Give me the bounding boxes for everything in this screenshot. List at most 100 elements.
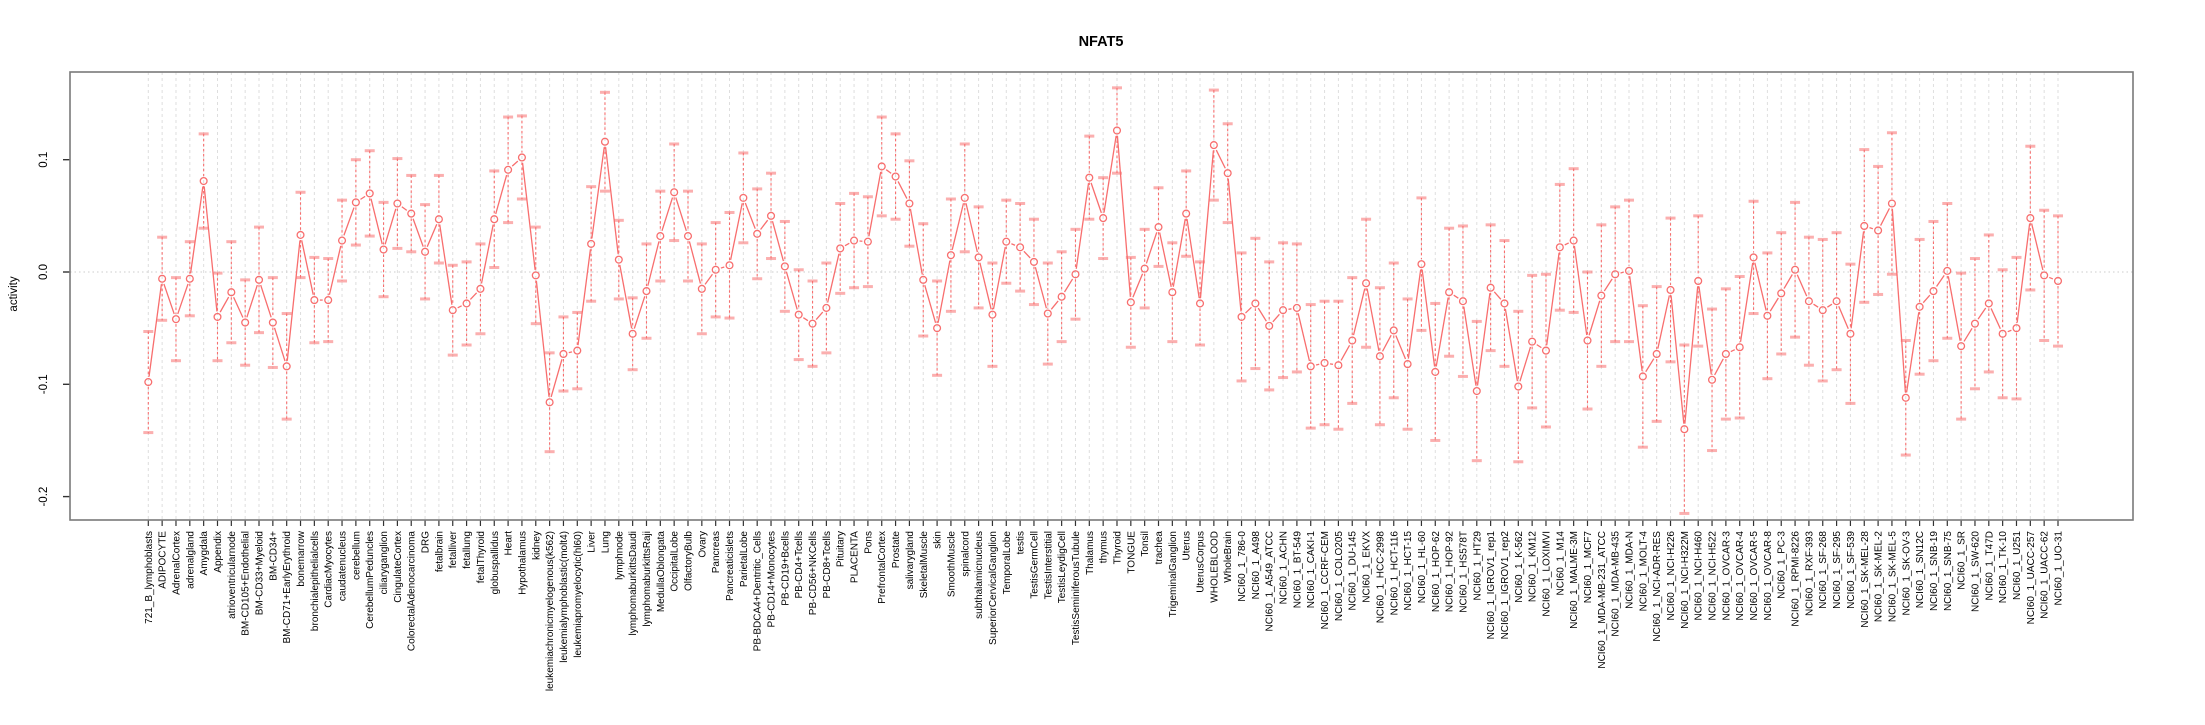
x-category-label: NCI60_1_RXF-393 [1804, 531, 1815, 616]
x-category-label: PB-CD56+NKCells [808, 531, 819, 615]
y-tick-label: 0.0 [38, 264, 50, 280]
x-category-label: NCI60_1_T47D [1984, 531, 1995, 600]
x-category-label: NCI60_1_HCT-116 [1389, 531, 1400, 616]
x-category-label: Heart [504, 531, 515, 556]
x-category-label: PB-CD4+Tcells [794, 531, 805, 599]
series-line-segment [1245, 307, 1251, 313]
series-line-segment [1216, 150, 1225, 168]
x-category-label: Pons [863, 531, 874, 554]
series-line-segment [1630, 276, 1642, 371]
series-line-segment [234, 297, 243, 317]
x-category-label: TrigeminalGanglion [1168, 531, 1179, 617]
series-line-segment [1024, 251, 1030, 258]
series-line-segment [1715, 359, 1724, 375]
series-line-segment [1547, 253, 1559, 345]
x-category-label: NCI60_1_SW-620 [1970, 531, 1981, 612]
x-category-label: OccipitalLobe [670, 531, 681, 592]
x-category-label: ParietalLobe [739, 531, 750, 588]
series-line-segment [1907, 312, 1919, 392]
series-line-segment [1133, 274, 1143, 298]
series-line-segment [191, 186, 203, 273]
x-category-label: globuspallidus [490, 531, 501, 594]
x-category-label: Thalamus [1085, 531, 1096, 575]
x-category-label: NCI60_1_CAKI-1 [1306, 531, 1317, 609]
x-category-label: BM-CD71+EarlyErythroid [282, 531, 293, 644]
series-line-segment [1827, 304, 1832, 307]
series-line-segment [287, 240, 300, 360]
x-category-label: NCI60_1_UO-31 [2054, 531, 2065, 606]
x-category-label: leukemialymphoblastic(molt4) [559, 531, 570, 663]
series-line-segment [1741, 263, 1753, 342]
x-category-label: NCI60_1_SNB-19 [1929, 531, 1940, 611]
series-line-segment [1173, 219, 1185, 287]
series-line-segment [648, 241, 659, 285]
x-category-label: leukemiachronicmyelogenous(k562) [545, 531, 556, 691]
x-category-label: NCI60_1_RPMI-8226 [1791, 531, 1802, 627]
chart-title: NFAT5 [1079, 34, 1124, 50]
x-category-label: CardiacMyocytes [324, 531, 335, 608]
series-line-segment [1797, 275, 1806, 296]
x-category-label: NCI60_1_UACC-62 [2040, 531, 2051, 619]
x-category-label: Amygdala [199, 531, 210, 576]
x-category-label: BM-CD33+Myeloid [255, 531, 266, 615]
x-category-label: atrioventricularnode [227, 531, 238, 619]
x-category-label: NCI60_1_NCI-H226 [1666, 531, 1677, 621]
series-line-segment [689, 241, 700, 283]
series-line-segment [980, 263, 991, 310]
x-category-label: TestisSeminiferousTubule [1071, 531, 1082, 646]
series-line-segment [1091, 183, 1101, 213]
series-line-segment [1565, 243, 1569, 245]
series-line-segment [164, 284, 174, 314]
x-category-label: ADIPOCYTE [158, 531, 169, 589]
x-category-label: MedullaOblongata [656, 531, 667, 613]
x-category-label: NCI60_1_MOLT-4 [1638, 531, 1649, 612]
series-line-segment [1948, 276, 1960, 340]
series-line-segment [569, 352, 572, 353]
series-line-segment [1258, 308, 1266, 321]
x-category-label: TestisInterstitial [1043, 531, 1054, 599]
series-line-segment [786, 272, 797, 310]
series-line-segment [1671, 295, 1684, 423]
series-line-segment [1978, 308, 1986, 319]
x-category-label: bonemarrow [296, 530, 307, 586]
series-line-segment [275, 328, 286, 361]
series-line-segment [1770, 298, 1778, 311]
series-line-segment [1991, 308, 2000, 328]
x-category-label: Uterus [1182, 531, 1193, 560]
series-line-segment [1478, 293, 1490, 385]
x-category-label: TestisLeydigCell [1057, 531, 1068, 603]
series-line-segment [1494, 292, 1501, 299]
x-category-label: NCI60_1_SF-268 [1818, 531, 1829, 609]
series-line-segment [536, 281, 549, 397]
series-line-segment [721, 267, 724, 268]
x-category-label: Pituitary [836, 531, 847, 567]
series-line-segment [178, 284, 188, 314]
x-category-label: NCI60_1_HOP-92 [1445, 531, 1456, 613]
x-category-label: Prostate [891, 531, 902, 569]
x-category-label: 721_B_lymphoblasts [144, 531, 155, 624]
x-category-label: Lung [600, 531, 611, 553]
series-line-segment [2049, 277, 2053, 278]
x-category-label: NCI60_1_IGROV1_rep1 [1486, 531, 1497, 640]
series-line-segment [1892, 209, 1905, 392]
x-category-label: NCI60_1_MALME-3M [1569, 531, 1580, 629]
x-category-label: PB-BDCA4+Dentritic_Cells [753, 531, 764, 651]
x-category-label: NCI60_1_A549_ATCC [1265, 531, 1276, 631]
x-category-label: NCI60_1_OVCAR-8 [1763, 531, 1774, 621]
x-category-label: SkeletalMuscle [919, 531, 930, 599]
x-category-label: Appendix [213, 531, 224, 573]
series-line-segment [1298, 313, 1309, 361]
x-category-label: NCI60_1_BT-549 [1292, 531, 1303, 609]
series-line-segment [1937, 275, 1945, 286]
x-category-label: NCI60_1_HL-60 [1417, 531, 1428, 604]
series-line-segment [1574, 246, 1586, 335]
x-category-label: cerebellum [351, 531, 362, 580]
x-category-label: Hypothalamus [517, 531, 528, 595]
series-line-segment [512, 161, 518, 166]
series-line-segment [1851, 231, 1863, 328]
series-line-segment [938, 261, 950, 323]
x-category-label: BM-CD105+Endothelial [241, 531, 252, 636]
series-line-segment [1964, 328, 1972, 341]
x-category-label: NCI60_1_SK-MEL-5 [1887, 531, 1898, 623]
